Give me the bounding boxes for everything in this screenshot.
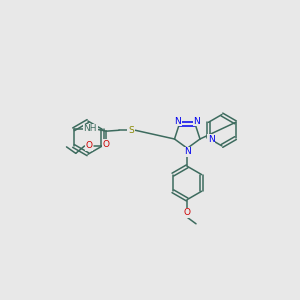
Text: N: N xyxy=(184,148,190,157)
Text: O: O xyxy=(103,140,110,149)
Text: N: N xyxy=(174,116,181,125)
Text: N: N xyxy=(194,116,200,125)
Text: S: S xyxy=(128,126,134,135)
Text: O: O xyxy=(85,142,92,151)
Text: O: O xyxy=(184,208,191,217)
Text: NH: NH xyxy=(83,124,97,134)
Text: N: N xyxy=(208,135,214,144)
